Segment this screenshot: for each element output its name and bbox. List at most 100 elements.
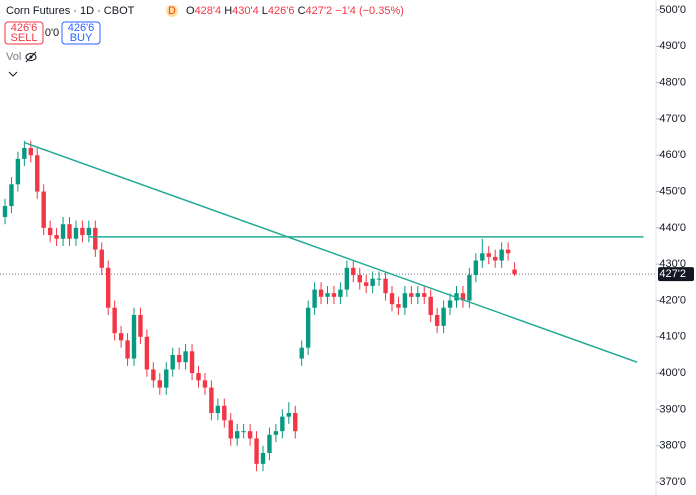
y-tick-label: 440'0 [659,222,686,234]
candle-body [383,278,388,294]
interval-badge: D [168,5,176,17]
candle-body [99,249,104,268]
candle-body [67,224,72,239]
sell-price[interactable]: 426'6 [11,22,38,34]
candle-body [357,275,362,283]
candle-body [15,158,21,185]
candle-body [93,227,98,250]
candle-body [28,147,33,156]
candle-body [480,253,485,261]
volume-label: Vol [6,51,21,63]
y-tick-label: 390'0 [659,403,686,415]
candle-body [2,206,8,217]
sell-button[interactable] [4,21,44,45]
candle-body [138,314,143,337]
legend-value: 428'4 [195,5,222,17]
candle-body [325,293,330,297]
candle-body [189,351,195,374]
candle-body [112,307,117,334]
y-tick-label: 430'0 [659,258,686,270]
candle-body [151,369,156,381]
candle-body [434,314,440,326]
legend-value: 430'4 [232,5,259,17]
chart-title: Corn Futures · 1D · CBOT [6,5,135,17]
candle-body [493,256,498,261]
candle-body [254,438,259,464]
last-price-label: 427'2 [659,268,686,280]
candle-body [183,351,188,363]
legend-value: 427'2 [306,5,333,17]
candle-body [370,278,375,286]
candle-body [170,354,175,370]
candle-body [273,431,279,435]
legend-value: 426'6 [268,5,295,17]
candle-body [499,249,504,261]
candle-body [60,224,66,239]
candle-body [473,260,479,276]
candle-body [512,269,517,275]
candle-body [376,278,382,280]
candle-body [54,235,59,239]
candle-body [267,434,272,453]
candle-body [422,293,427,297]
candle-body [402,293,408,308]
buy-button[interactable] [61,21,101,45]
header: Corn Futures · 1D · CBOT D O428'4 H430'4… [4,5,404,77]
buy-price[interactable]: 426'6 [68,22,95,34]
candle-body [22,147,27,159]
candle-body [338,289,343,297]
candle-body [486,253,491,257]
y-tick-label: 460'0 [659,149,686,161]
candle-body [228,420,233,439]
candle-body [331,293,337,297]
last-price-tag [658,267,694,282]
candle-body [47,227,53,236]
candle-body [9,184,14,207]
collapse-icon[interactable] [8,71,18,77]
candle-body [157,380,162,388]
candle-body [415,293,420,297]
y-tick-label: 470'0 [659,113,686,125]
legend-key: H [224,5,232,17]
candle-body [396,304,401,308]
trend-line [24,141,638,363]
legend-key: L [262,5,268,17]
candle-body [260,452,266,464]
candle-body [73,227,79,239]
legend-key: O [186,5,195,17]
y-tick-label: 500'0 [659,4,686,16]
candle-body [389,293,395,305]
candle-body [351,267,356,276]
candle-body [86,227,92,236]
candle-body [344,267,350,290]
legend-key: C [298,5,306,17]
y-tick-label: 400'0 [659,367,686,379]
candle-body [41,191,46,228]
candle-body [125,340,130,359]
plot-area: 370'0 380'0 390'0 400'0 410'0 420'0 430'0 440'0… [0,4,686,488]
candle-body [131,314,137,359]
candle-body [202,380,208,388]
candle-body [164,369,169,388]
candle-body [209,387,214,414]
candle-body [106,267,111,308]
eye-icon[interactable] [25,51,37,63]
sell-label[interactable]: SELL [11,32,38,44]
badge-bg [166,5,178,17]
candle-body [118,333,124,341]
spread: 0'0 [45,27,59,39]
y-tick-label: 450'0 [659,185,686,197]
y-tick-label: 480'0 [659,77,686,89]
y-tick-label: 380'0 [659,440,686,452]
buy-label[interactable]: BUY [70,32,93,44]
candle-body [447,300,453,308]
candle-body [196,373,201,381]
candle-body [409,293,414,297]
candle-body [428,296,433,315]
candle-body [441,307,446,326]
candle-body [505,249,511,254]
y-tick-label: 420'0 [659,294,686,306]
candle-body [247,431,253,439]
